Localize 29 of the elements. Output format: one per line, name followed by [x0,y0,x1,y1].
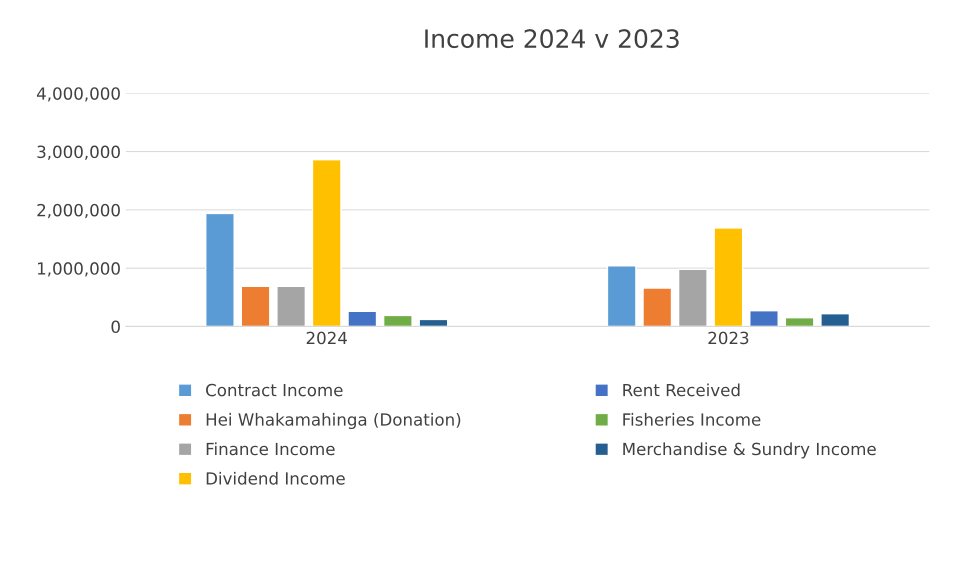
bar [240,286,270,326]
bar [642,287,672,326]
legend-label: Dividend Income [206,472,345,485]
legend-label: Fisheries Income [623,412,760,426]
bar [678,268,708,326]
x-tick-label: 2024 [306,332,347,344]
bar [382,314,413,326]
y-tick-label: 2,000,000 [37,204,120,218]
bar [749,310,779,326]
y-tick-label: 1,000,000 [38,262,120,276]
bar [784,317,815,326]
bar [312,159,342,326]
y-tick-label: 0 [111,320,120,334]
y-tick-label: 3,000,000 [37,146,120,160]
bar [347,310,378,326]
bar [713,227,744,326]
bar [606,265,637,326]
bar [276,286,306,326]
x-tick-label: 2023 [708,332,748,344]
legend-label: Finance Income [206,442,335,456]
legend-label: Rent Received [623,383,740,396]
y-tick-label: 4,000,000 [36,87,120,102]
legend-label: Merchandise & Sundry Income [623,442,876,459]
legend-label: Contract Income [206,384,343,396]
chart-title: Income 2024 v 2023 [425,29,679,48]
legend-label: Hei Whakamahinga (Donation) [206,412,460,430]
bar [205,212,235,326]
bar [418,318,448,326]
bar [820,312,850,326]
